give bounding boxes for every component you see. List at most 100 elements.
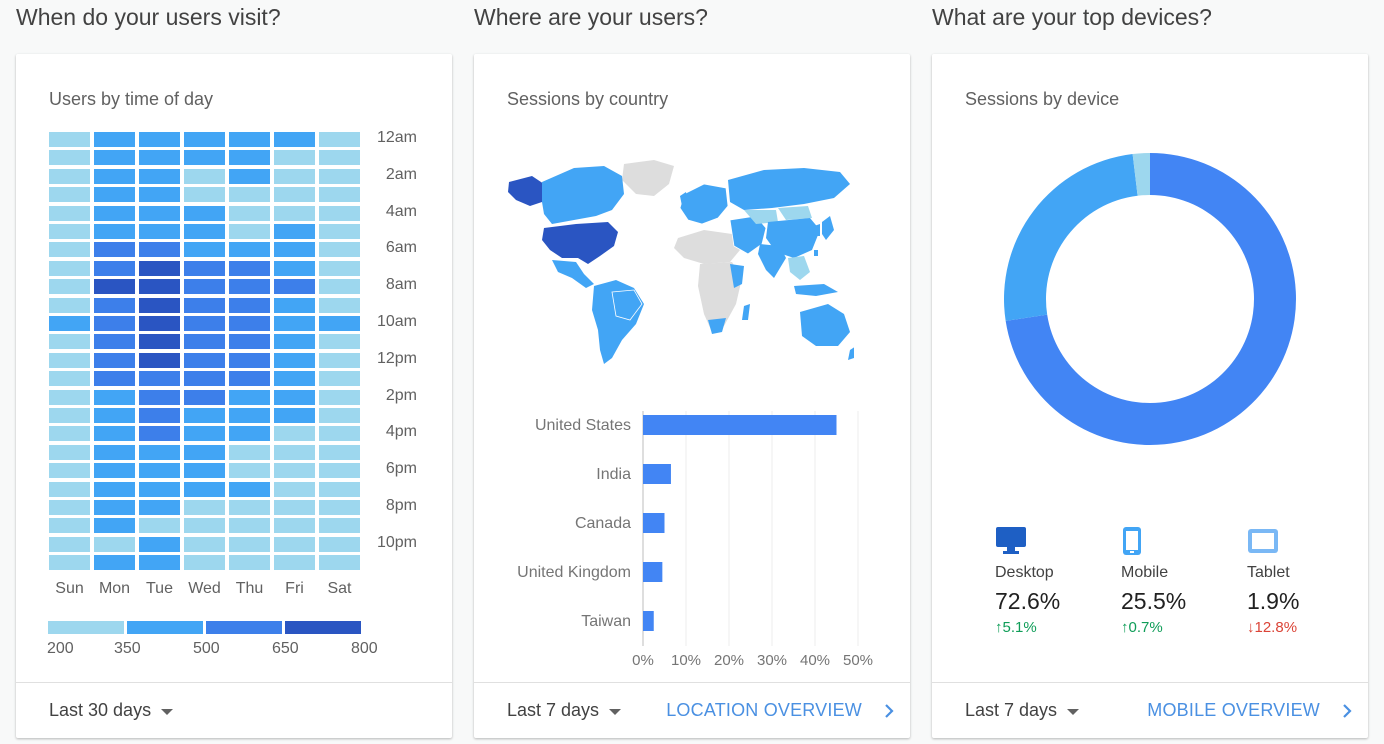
device-desktop: Desktop 72.6% ↑5.1% [995, 526, 1105, 636]
sessions-by-country-bar-chart: 0% 10% 20% 30% 40% 50% United States India Canad… [517, 411, 873, 669]
donut-slice-tablet [1132, 153, 1150, 196]
date-range-dropdown[interactable]: Last 7 days [507, 700, 622, 721]
legend-label: 500 [193, 640, 220, 657]
heatmap-cell [229, 132, 270, 147]
arrow-up-icon: ↑ [1121, 619, 1129, 636]
heatmap-cell [184, 500, 225, 515]
legend-label: 650 [272, 640, 299, 657]
time-label: 10am [376, 313, 417, 330]
heatmap-cell [49, 187, 90, 203]
heatmap-cell [229, 242, 270, 258]
heatmap-cell [94, 371, 135, 387]
mobile-overview-label: MOBILE OVERVIEW [1147, 700, 1320, 720]
heatmap-cell [139, 316, 180, 331]
heatmap-cell [184, 371, 225, 387]
heatmap-cell [229, 536, 270, 552]
heatmap-cell [49, 297, 90, 313]
category-label: Canada [575, 515, 631, 532]
heatmap-cell [229, 316, 270, 331]
heatmap-cell [274, 297, 315, 313]
time-label: 10pm [376, 533, 417, 551]
heatmap-cell [94, 408, 135, 423]
legend-label: 350 [114, 640, 141, 657]
section-title-devices: What are your top devices? [932, 4, 1212, 30]
mobile-overview-link[interactable]: MOBILE OVERVIEW [1147, 700, 1356, 721]
world-map [508, 160, 854, 364]
device-change-value: 0.7% [1128, 619, 1163, 636]
heatmap-cell [319, 389, 360, 405]
map-region-uk [680, 192, 688, 206]
bar [643, 415, 837, 435]
map-region-new-zealand [848, 347, 854, 360]
heatmap-cell [184, 279, 225, 295]
heatmap-cell [274, 408, 315, 423]
heatmap-cell [319, 224, 360, 239]
heatmap-cell [94, 132, 135, 147]
heatmap-cell [184, 242, 225, 258]
section-title-where: Where are your users? [474, 4, 708, 30]
time-label: 12am [376, 129, 417, 146]
x-tick-label: 50% [843, 652, 873, 669]
heatmap-cell [94, 352, 135, 368]
heatmap-cell [229, 279, 270, 295]
heatmap-cell [319, 150, 360, 166]
heatmap-cell [274, 316, 315, 331]
heatmap-cell [49, 132, 90, 147]
time-label: 8am [385, 276, 417, 294]
heatmap-cell [319, 279, 360, 295]
map-region-kazakhstan [744, 210, 778, 224]
caret-down-icon [161, 709, 174, 715]
map-region-mongolia [778, 206, 812, 220]
heatmap-cell [319, 352, 360, 368]
heatmap-cell [229, 408, 270, 423]
heatmap-cell [184, 481, 225, 497]
heatmap-cell [94, 168, 135, 184]
heatmap-cell [94, 187, 135, 203]
heatmap-cell [319, 481, 360, 497]
map-region-africa-east [730, 264, 744, 288]
heatmap-cell [94, 279, 135, 295]
heatmap-cell [49, 279, 90, 295]
heatmap-cell [94, 518, 135, 534]
category-label: United Kingdom [517, 564, 631, 581]
card-title: Sessions by device [965, 89, 1120, 109]
arrow-down-icon: ↓ [1247, 619, 1255, 636]
heatmap-cell [139, 242, 180, 258]
heatmap-cell [229, 481, 270, 497]
bar [643, 611, 654, 631]
day-label: Wed [188, 580, 221, 597]
heatmap-cell [184, 187, 225, 203]
heatmap-cell [139, 444, 180, 460]
heatmap-cell [49, 555, 90, 571]
heatmap-cell [49, 260, 90, 276]
heatmap-cell [319, 536, 360, 552]
heatmap-cell [274, 132, 315, 147]
date-range-dropdown[interactable]: Last 7 days [965, 700, 1080, 721]
heatmap-cell [184, 444, 225, 460]
heatmap-cell [94, 297, 135, 313]
heatmap-cell [319, 518, 360, 534]
location-overview-link[interactable]: LOCATION OVERVIEW [666, 700, 898, 721]
heatmap-cell [94, 426, 135, 442]
sessions-by-device-card: Sessions by device Desktop 72.6% ↑5.1% M… [932, 54, 1368, 738]
heatmap-cell [94, 242, 135, 258]
heatmap-cell [49, 316, 90, 331]
map-region-alaska [508, 176, 544, 206]
card-title: Users by time of day [49, 89, 214, 109]
heatmap-cell [184, 536, 225, 552]
device-percent: 72.6% [995, 588, 1061, 614]
date-range-dropdown[interactable]: Last 30 days [49, 700, 174, 721]
time-label: 6am [385, 239, 417, 257]
heatmap-cell [319, 426, 360, 442]
device-change-value: 12.8% [1254, 619, 1298, 636]
heatmap-cell [139, 481, 180, 497]
heatmap-cell [49, 205, 90, 221]
heatmap-cell [139, 371, 180, 387]
heatmap-cell [274, 352, 315, 368]
device-percent: 25.5% [1121, 588, 1187, 614]
heatmap-cell [139, 334, 180, 350]
card-footer: Last 30 days [16, 682, 452, 738]
heatmap-cell [94, 500, 135, 515]
device-tablet: Tablet 1.9% ↓12.8% [1247, 526, 1357, 636]
heatmap-cell [319, 187, 360, 203]
